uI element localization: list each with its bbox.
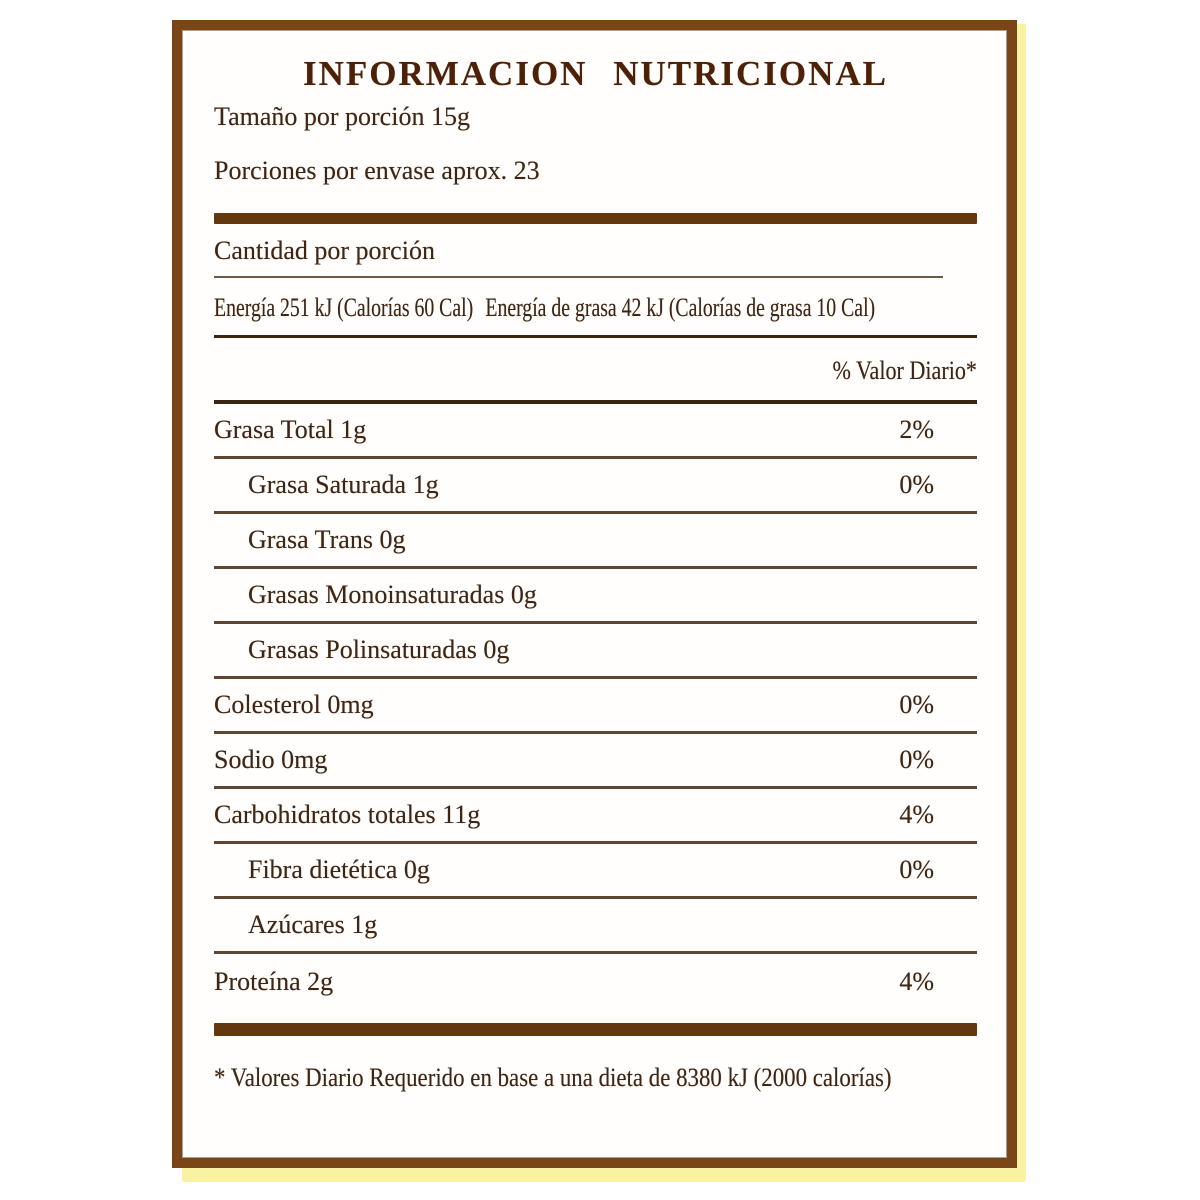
nutrient-row-total-fat: Grasa Total 1g 2% (214, 404, 977, 459)
nutrient-row-saturated-fat: Grasa Saturada 1g 0% (214, 459, 977, 514)
nutrient-name: Grasa Saturada 1g (248, 470, 439, 499)
daily-value-header-text: % Valor Diario* (832, 356, 977, 385)
divider-bar-top (214, 213, 977, 224)
nutrient-row-dietary-fiber: Fibra dietética 0g 0% (214, 844, 977, 899)
nutrient-daily-value: 0% (899, 855, 934, 884)
nutrient-name: Grasa Total 1g (214, 415, 367, 444)
footnote: * Valores Diario Requerido en base a una… (214, 1036, 977, 1120)
nutrient-daily-value: 0% (899, 470, 934, 499)
nutrient-daily-value: 0% (899, 690, 934, 719)
nutrient-name: Grasas Monoinsaturadas 0g (248, 580, 537, 609)
divider-bar-bottom (214, 1023, 977, 1036)
energy-fat-value: Energía de grasa 42 kJ (Calorías de gras… (485, 293, 876, 322)
nutrient-name: Grasas Polinsaturadas 0g (248, 635, 510, 664)
label-content: INFORMACION NUTRICIONAL Tamaño por porci… (182, 30, 1007, 1158)
footnote-text: * Valores Diario Requerido en base a una… (214, 1063, 892, 1092)
nutrient-name: Sodio 0mg (214, 745, 328, 774)
nutrient-name: Proteína 2g (214, 966, 334, 996)
nutrient-name: Carbohidratos totales 11g (214, 800, 481, 829)
nutrient-name: Azúcares 1g (248, 910, 378, 939)
nutrient-row-cholesterol: Colesterol 0mg 0% (214, 679, 977, 734)
nutrient-row-polyunsaturated-fat: Grasas Polinsaturadas 0g (214, 624, 977, 679)
energy-text-wrapper: Energía 251 kJ (Calorías 60 Cal) Energía … (214, 278, 875, 338)
nutrient-name: Fibra dietética 0g (248, 855, 430, 884)
nutrient-row-sodium: Sodio 0mg 0% (214, 734, 977, 789)
nutrient-name: Grasa Trans 0g (248, 525, 406, 554)
nutrient-row-trans-fat: Grasa Trans 0g (214, 514, 977, 569)
nutrient-name: Colesterol 0mg (214, 690, 374, 719)
amount-per-serving-header: Cantidad por porción (214, 224, 943, 278)
nutrient-row-protein: Proteína 2g 4% (214, 954, 977, 1009)
serving-size-text: Tamaño por porción 15g (214, 102, 470, 131)
servings-per-container-text: Porciones por envase aprox. 23 (214, 156, 540, 185)
nutrient-daily-value: 4% (899, 800, 934, 829)
energy-value: Energía 251 kJ (Calorías 60 Cal) (214, 293, 474, 322)
nutrient-row-total-carbohydrate: Carbohidratos totales 11g 4% (214, 789, 977, 844)
energy-row: Energía 251 kJ (Calorías 60 Cal) Energía … (214, 278, 977, 338)
nutrient-row-sugars: Azúcares 1g (214, 899, 977, 954)
nutrient-daily-value: 2% (899, 415, 934, 444)
daily-value-header: % Valor Diario* (214, 338, 977, 404)
label-title: INFORMACION NUTRICIONAL (302, 54, 889, 93)
nutrient-daily-value: 0% (899, 745, 934, 774)
nutrient-row-monounsaturated-fat: Grasas Monoinsaturadas 0g (214, 569, 977, 624)
nutrient-daily-value: 4% (899, 966, 934, 996)
nutrition-label-panel: INFORMACION NUTRICIONAL Tamaño por porci… (172, 20, 1017, 1168)
